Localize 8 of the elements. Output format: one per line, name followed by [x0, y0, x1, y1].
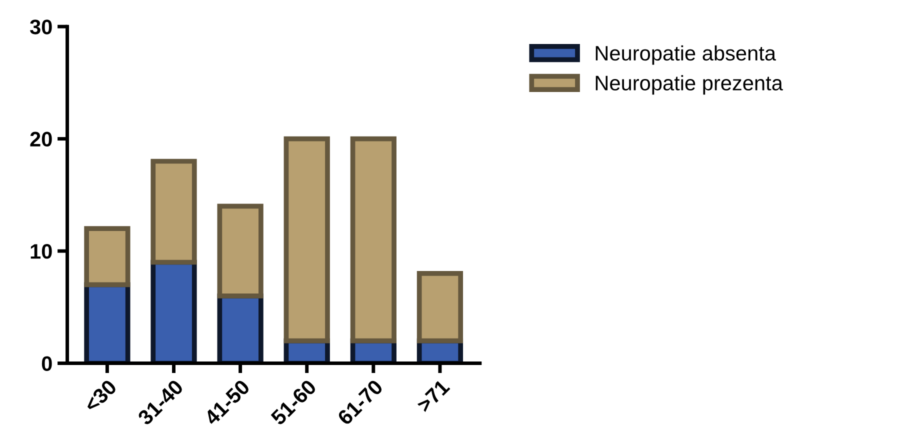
y-tick-label: 20: [30, 132, 52, 147]
x-tick-label: >71: [416, 378, 450, 413]
x-tick-label: <30: [83, 378, 118, 414]
y-tick-label: 30: [30, 20, 52, 34]
legend-label: Neuropatie absenta: [596, 45, 776, 65]
legend-label: Neuropatie prezenta: [596, 75, 783, 95]
y-tick-label: 0: [42, 356, 52, 372]
y-tick-label: 10: [30, 244, 52, 259]
